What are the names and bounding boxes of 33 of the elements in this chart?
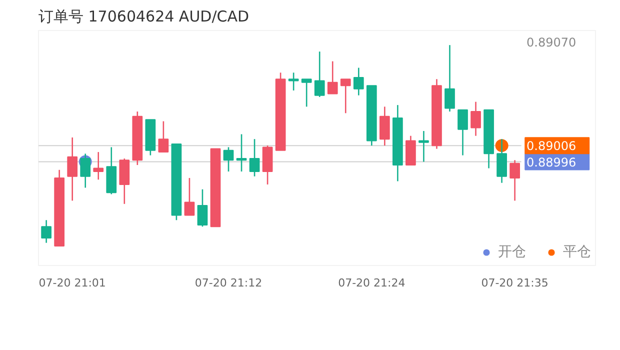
candlestick bbox=[444, 44, 455, 112]
candlestick bbox=[418, 130, 429, 162]
candlestick bbox=[80, 153, 91, 188]
candlestick bbox=[379, 106, 390, 146]
chart-title: 订单号 170604624 AUD/CAD bbox=[38, 8, 250, 26]
candlestick bbox=[340, 78, 351, 114]
candlestick bbox=[314, 50, 325, 98]
candlestick bbox=[458, 109, 468, 156]
candlestick bbox=[301, 78, 312, 108]
candlestick bbox=[41, 219, 52, 244]
y-tick-label: 0.89070 bbox=[526, 35, 576, 50]
candlestick bbox=[223, 146, 234, 172]
candlestick bbox=[184, 177, 195, 216]
candlestick bbox=[496, 138, 507, 184]
y-tick-label: 0.89006 bbox=[526, 139, 576, 154]
y-tick-label: 0.88996 bbox=[526, 155, 576, 170]
candlestick bbox=[197, 188, 208, 228]
candlestick bbox=[249, 138, 260, 178]
candlestick bbox=[510, 160, 520, 202]
candlestick bbox=[327, 60, 338, 94]
x-tick-label: 07-20 21:24 bbox=[338, 276, 406, 290]
candlestick bbox=[67, 136, 78, 202]
x-tick-label: 07-20 21:01 bbox=[38, 276, 106, 290]
candlestick bbox=[236, 134, 247, 172]
candlestick bbox=[93, 151, 104, 180]
x-tick-label: 07-20 21:12 bbox=[194, 276, 262, 290]
legend-label: 开仓 bbox=[498, 243, 526, 261]
candlestick bbox=[353, 67, 364, 96]
x-tick-label: 07-20 21:35 bbox=[481, 276, 548, 290]
candlestick bbox=[470, 101, 481, 136]
legend-label: 平仓 bbox=[563, 243, 591, 261]
candlestick bbox=[288, 72, 299, 92]
candlestick bbox=[158, 120, 169, 153]
